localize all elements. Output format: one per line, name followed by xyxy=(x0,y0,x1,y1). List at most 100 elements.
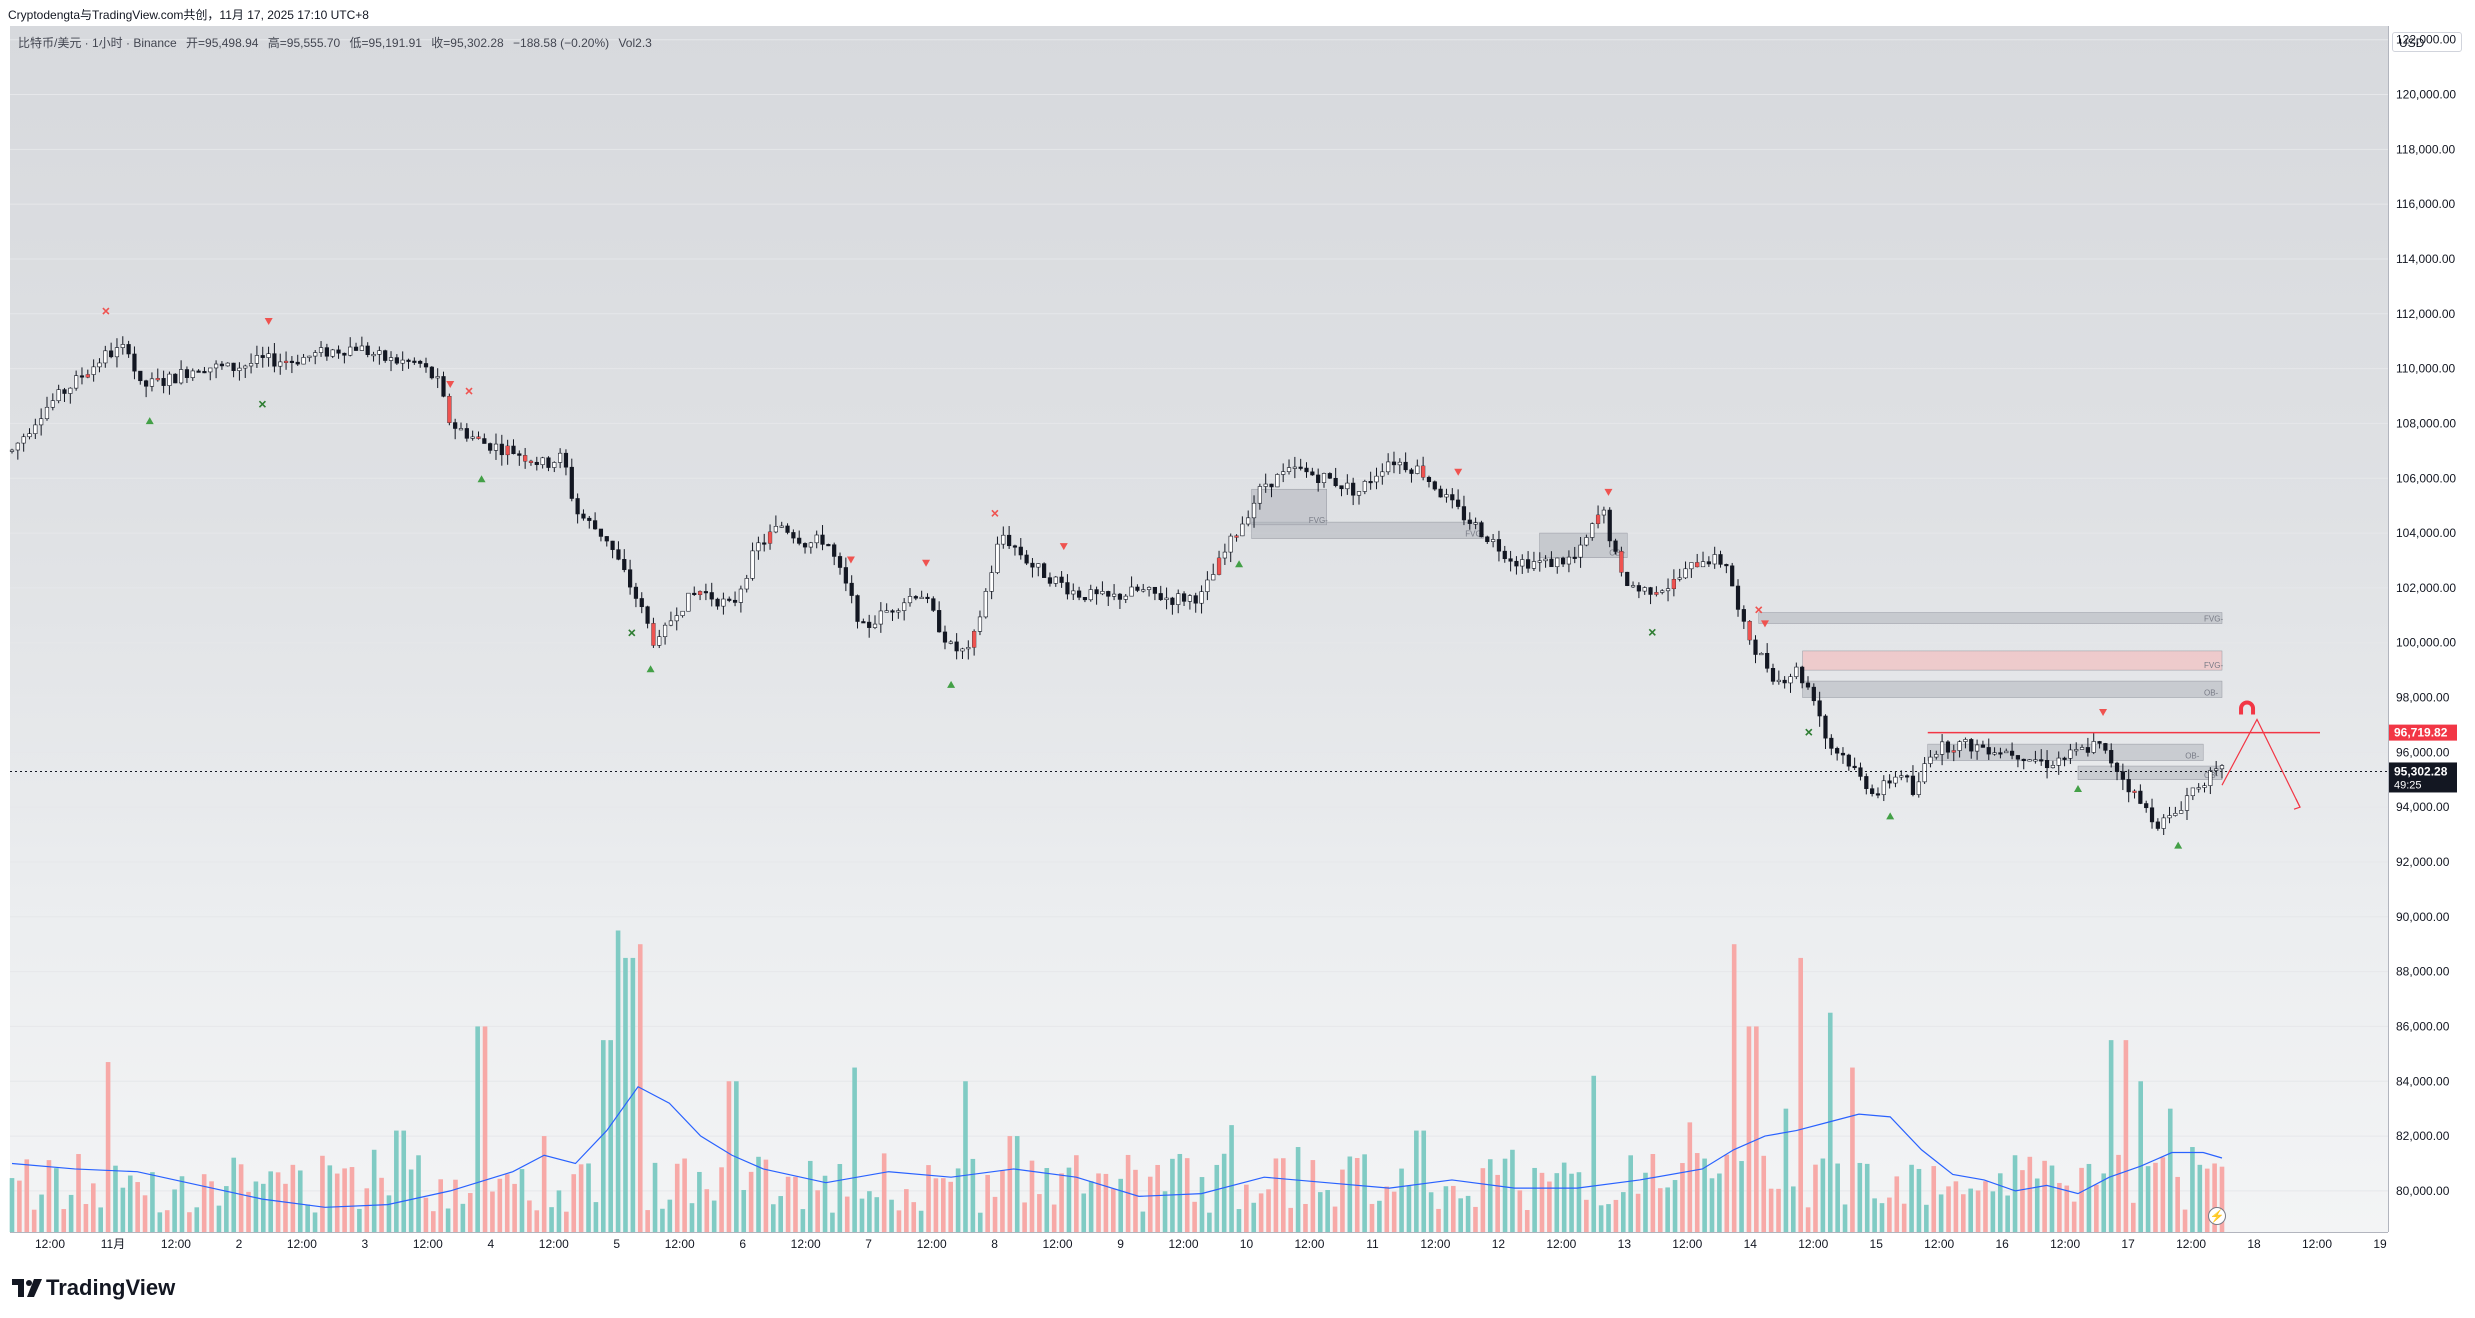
candle-body xyxy=(383,350,388,361)
candle-body xyxy=(1922,763,1927,783)
candle-body xyxy=(406,359,411,362)
candle-body xyxy=(668,620,674,626)
candle-body xyxy=(1590,523,1595,538)
candle-body xyxy=(1963,739,1968,742)
candle-body xyxy=(1875,793,1881,796)
cross-icon xyxy=(991,509,999,517)
candle-body xyxy=(1496,539,1502,552)
volume-bar xyxy=(497,1178,503,1232)
candle-body xyxy=(412,360,417,363)
volume-bar xyxy=(135,1182,140,1232)
candle-body xyxy=(1660,590,1665,593)
candle-body xyxy=(902,602,907,611)
chart-plot-area[interactable] xyxy=(10,26,2388,1232)
candle-body xyxy=(1211,574,1216,581)
candle-body xyxy=(2161,817,2166,829)
candle-body xyxy=(44,406,50,420)
volume-bar xyxy=(1451,1185,1456,1232)
candle-body xyxy=(1648,587,1653,595)
candle-body xyxy=(144,380,149,387)
candle-body xyxy=(1467,519,1472,524)
candle-body xyxy=(628,569,633,588)
zone-box xyxy=(1758,612,2223,624)
candle-body xyxy=(1036,563,1041,568)
candle-body xyxy=(1753,639,1758,655)
volume-bar xyxy=(1547,1181,1552,1232)
candle-body xyxy=(785,525,790,533)
candle-body xyxy=(686,592,691,612)
candle-highlight xyxy=(1654,592,1659,595)
candle-body xyxy=(1316,474,1321,483)
lightning-icon[interactable]: ⚡ xyxy=(2208,1207,2226,1225)
volume-bar xyxy=(1510,1149,1515,1232)
volume-bar xyxy=(1421,1130,1427,1232)
volume-bar xyxy=(445,1208,451,1232)
volume-bar xyxy=(704,1189,710,1232)
volume-bar xyxy=(1598,1205,1604,1232)
time-axis[interactable] xyxy=(10,1232,2388,1259)
volume-bar xyxy=(1059,1173,1064,1232)
volume-bar xyxy=(61,1209,67,1232)
volume-bar xyxy=(1325,1190,1330,1232)
volume-bar xyxy=(527,1200,532,1232)
candle-body xyxy=(2103,743,2108,751)
volume-bar xyxy=(76,1154,81,1232)
volume-bar xyxy=(2101,1173,2107,1232)
volume-bar xyxy=(2138,1081,2143,1232)
volume-layer xyxy=(9,930,2225,1232)
volume-bar xyxy=(1569,1173,1574,1232)
tradingview-brand[interactable]: TradingView xyxy=(12,1275,175,1301)
volume-bar xyxy=(1857,1162,1863,1232)
volume-bar xyxy=(859,1198,865,1232)
volume-bar xyxy=(1332,1206,1338,1232)
candle-body xyxy=(896,610,901,613)
candle-body xyxy=(511,445,516,455)
buy-triangle-icon xyxy=(2174,841,2183,849)
volume-bar xyxy=(2123,1040,2129,1232)
candle-body xyxy=(2039,759,2044,762)
candle-body xyxy=(2074,749,2079,752)
cross-icon xyxy=(628,629,636,637)
volume-bar xyxy=(2212,1163,2217,1232)
volume-bar xyxy=(408,1169,414,1232)
volume-bar xyxy=(2182,1209,2188,1232)
candle-body xyxy=(1391,461,1397,466)
volume-bar xyxy=(1051,1204,1057,1232)
candle-body xyxy=(1351,482,1356,496)
volume-bar xyxy=(275,1172,281,1232)
volume-bar xyxy=(1303,1203,1308,1232)
volume-bar xyxy=(778,1196,783,1232)
volume-bar xyxy=(1621,1192,1626,1232)
volume-bar xyxy=(1687,1122,1693,1232)
volume-bar xyxy=(2027,1156,2033,1232)
candle-body xyxy=(1176,593,1181,605)
volume-bar xyxy=(1606,1204,1611,1232)
volume-bar xyxy=(1236,1209,1242,1232)
candle-highlight xyxy=(476,436,481,439)
projection-arrowhead xyxy=(2293,798,2301,810)
candle-body xyxy=(1345,482,1350,490)
legend-symbol[interactable]: 比特币/美元 · 1小时 · Binance xyxy=(18,36,177,50)
candle-body xyxy=(79,375,85,378)
candle-body xyxy=(802,543,808,548)
volume-bar xyxy=(2005,1195,2010,1232)
price-axis[interactable] xyxy=(2388,26,2475,1232)
candle-body xyxy=(1776,679,1781,682)
volume-bar xyxy=(926,1165,931,1232)
candle-body xyxy=(593,520,598,530)
candle-body xyxy=(2190,787,2195,797)
volume-bar xyxy=(1983,1181,1988,1232)
candle-body xyxy=(645,606,650,624)
buy-triangle-icon xyxy=(646,665,655,673)
candle-body xyxy=(1479,522,1484,538)
candle-body xyxy=(558,452,563,463)
candle-body xyxy=(1426,476,1432,482)
candle-body xyxy=(1893,776,1898,784)
candle-body xyxy=(1520,559,1525,567)
volume-bar xyxy=(504,1174,510,1232)
candle-body xyxy=(715,598,720,607)
currency-button[interactable]: USD xyxy=(2392,32,2462,52)
volume-bar xyxy=(187,1212,192,1232)
volume-bar xyxy=(889,1199,894,1232)
